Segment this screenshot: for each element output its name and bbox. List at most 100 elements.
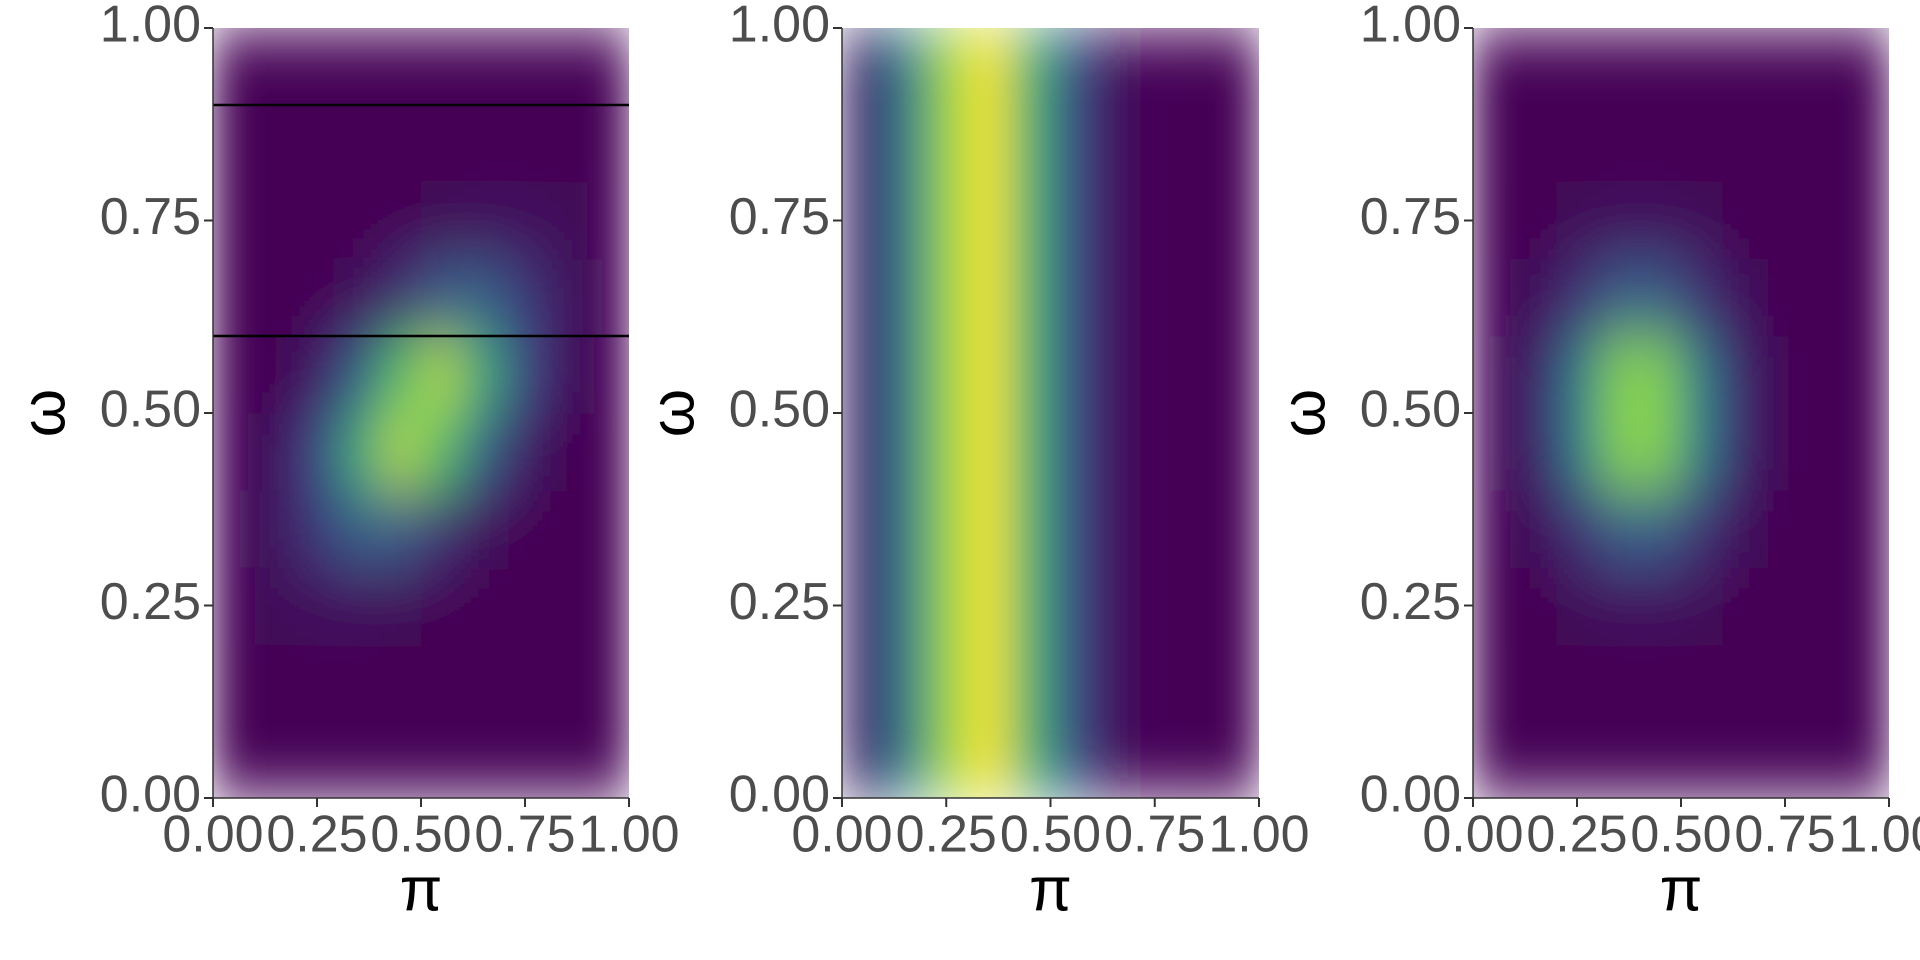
heat-cell [1764,413,1807,491]
heat-cell [337,490,380,568]
heat-cell [1805,413,1848,491]
y-axis-title: ω [1269,389,1338,437]
heat-cell [296,28,339,106]
y-tick-label: 0.25 [729,573,830,631]
heat-cell [1681,567,1724,645]
heat-cell [1681,259,1724,337]
y-tick-label: 1.00 [100,0,201,54]
heat-cell [1514,182,1557,260]
heatmap-cells [213,28,629,798]
heat-cell [421,105,464,183]
heat-cell [1805,644,1848,722]
heat-cell [1681,336,1724,414]
x-tick-label: 0.00 [791,806,892,864]
heat-cell [337,721,380,798]
heat-cell [1847,28,1889,106]
heat-cell [421,490,464,568]
heatmap [842,28,1259,798]
heat-cell [1597,567,1640,645]
heat-cell [504,105,547,183]
heat-cell [421,336,464,414]
heat-cell [1597,182,1640,260]
heat-cell [254,105,297,183]
heat-cell [462,259,505,337]
heat-cell [1514,567,1557,645]
heat-cell [504,644,547,722]
heat-cell [1681,721,1724,798]
heat-cell [1556,28,1599,106]
heat-cell [1847,490,1889,568]
y-axis-title: ω [9,389,78,437]
heat-cell [254,721,297,798]
y-tick-label: 0.00 [729,766,830,824]
heat-cell [379,259,422,337]
heat-cell [337,336,380,414]
heat-cell [1805,567,1848,645]
heat-cell [1473,644,1516,722]
heat-cell [1764,644,1807,722]
heat-cell [1092,28,1135,798]
heat-cell [1639,182,1682,260]
heat-cell [1597,105,1640,183]
heat-cell [379,490,422,568]
heat-cell [1514,644,1557,722]
heat-cell [504,567,547,645]
heat-cell [1722,259,1765,337]
heat-cell [213,28,256,106]
heat-cell [1514,105,1557,183]
x-tick-label: 0.50 [1630,806,1731,864]
heat-cell [1681,182,1724,260]
heat-cell [337,182,380,260]
heat-cell [1639,490,1682,568]
y-tick-label: 0.50 [729,381,830,439]
heat-cell [1050,28,1093,798]
heat-cell [1514,259,1557,337]
x-tick-label: 1.00 [578,806,679,864]
heat-cell [421,644,464,722]
heat-cell [1639,567,1682,645]
y-tick-label: 0.25 [1360,573,1461,631]
heat-cell [1473,413,1516,491]
heat-cell [462,413,505,491]
heat-cell [462,721,505,798]
heat-cell [1847,182,1889,260]
heat-cell [1764,721,1807,798]
heat-cell [545,336,588,414]
heat-cell [337,644,380,722]
heat-cell [1764,336,1807,414]
heat-cell [296,567,339,645]
heat-cell [1805,490,1848,568]
heat-cell [504,28,547,106]
heat-cell [504,182,547,260]
heat-cell [1681,644,1724,722]
x-axis-title: π [1029,855,1072,924]
heat-cell [1514,413,1557,491]
y-tick-label: 0.00 [100,766,201,824]
heat-cell [1597,28,1640,106]
heat-cell [1556,490,1599,568]
heatmap-cells [842,28,1259,798]
heat-cell [462,490,505,568]
heat-cell [1764,259,1807,337]
heat-cell [296,644,339,722]
heat-cell [296,259,339,337]
heat-cell [1473,259,1516,337]
heat-cell [379,567,422,645]
heat-cell [1639,259,1682,337]
heat-cell [1597,413,1640,491]
heat-cell [587,105,629,183]
heat-cell [421,721,464,798]
heat-cell [967,28,1010,798]
heat-cell [587,28,629,106]
heat-cell [1597,336,1640,414]
heat-cell [545,182,588,260]
heat-cell [925,28,968,798]
x-tick-label: 0.00 [162,806,263,864]
heat-cell [1639,644,1682,722]
heat-cell [1805,105,1848,183]
heat-cell [213,644,256,722]
heat-cell [421,182,464,260]
x-tick-label: 0.75 [474,806,575,864]
heat-cell [296,336,339,414]
